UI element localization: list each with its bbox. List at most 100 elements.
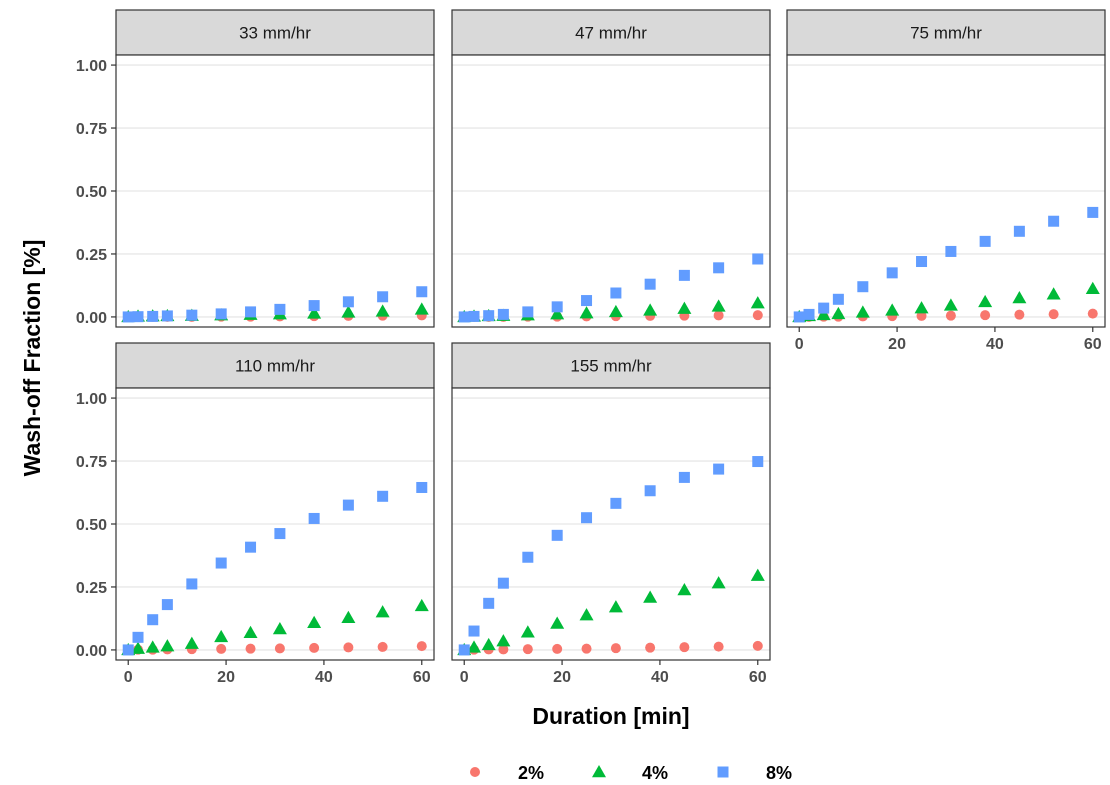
- facet-panel: 47 mm/hr: [451, 9, 771, 328]
- data-point: [1048, 215, 1060, 227]
- data-point: [184, 636, 199, 649]
- legend-label: 2%: [518, 763, 544, 783]
- x-tick-label: 20: [888, 336, 906, 353]
- data-point: [677, 301, 692, 314]
- data-point: [272, 622, 287, 635]
- data-point: [481, 637, 496, 651]
- data-point: [1012, 291, 1027, 304]
- data-point: [186, 578, 198, 590]
- data-point: [831, 306, 846, 320]
- legend-key: [470, 767, 480, 777]
- data-point: [711, 299, 726, 312]
- data-point: [678, 269, 690, 281]
- y-tick-label: 0.00: [76, 310, 107, 327]
- facet-strip: [451, 342, 771, 389]
- data-point: [274, 303, 286, 315]
- data-point: [416, 481, 428, 493]
- data-point: [122, 311, 134, 323]
- data-point: [307, 306, 322, 319]
- data-point: [308, 512, 320, 524]
- data-point: [550, 307, 565, 320]
- y-tick-label: 0.75: [76, 121, 107, 138]
- data-point: [677, 582, 692, 596]
- panel-border: [451, 387, 771, 661]
- data-point: [416, 641, 427, 652]
- y-tick-label: 0.25: [76, 580, 107, 597]
- data-point: [132, 631, 144, 643]
- facet-strip: [786, 9, 1106, 56]
- y-tick-label: 0.25: [76, 247, 107, 264]
- data-point: [644, 278, 656, 290]
- data-point: [980, 310, 991, 321]
- data-point: [458, 644, 470, 656]
- data-point: [886, 267, 898, 279]
- data-point: [1014, 309, 1025, 320]
- data-point: [581, 643, 592, 654]
- data-point: [750, 568, 765, 581]
- legend-item: 8%: [717, 763, 792, 783]
- data-point: [522, 551, 534, 563]
- data-point: [377, 490, 389, 502]
- data-point: [581, 512, 593, 524]
- data-point: [793, 311, 805, 323]
- data-point: [375, 304, 390, 317]
- data-point: [643, 590, 658, 603]
- data-point: [752, 310, 763, 321]
- data-point: [468, 310, 480, 322]
- data-point: [916, 310, 927, 321]
- data-point: [645, 642, 656, 653]
- data-point: [416, 286, 428, 298]
- facet-strip: [115, 9, 435, 56]
- y-tick-label: 1.00: [76, 58, 107, 75]
- data-point: [816, 307, 831, 321]
- data-point: [1085, 281, 1100, 294]
- data-point: [245, 643, 256, 654]
- x-tick-label: 40: [986, 336, 1004, 353]
- data-point: [458, 311, 470, 323]
- data-point: [147, 310, 159, 322]
- data-point: [916, 256, 928, 268]
- facet-panel: 33 mm/hr 0.00 0.25 0.50 0.75 1.00: [76, 9, 435, 328]
- data-point: [752, 456, 764, 468]
- data-point: [978, 294, 993, 308]
- x-tick-label: 60: [413, 669, 431, 686]
- data-point: [644, 485, 656, 497]
- y-tick-label: 0.00: [76, 643, 107, 660]
- data-point: [377, 641, 388, 652]
- data-point: [216, 643, 227, 654]
- data-point: [483, 597, 495, 609]
- data-point: [467, 640, 482, 653]
- data-point: [132, 311, 144, 323]
- data-point: [309, 642, 320, 653]
- data-point: [414, 598, 429, 612]
- data-point: [522, 644, 533, 655]
- data-point: [307, 615, 322, 628]
- data-point: [581, 295, 593, 307]
- data-point: [752, 253, 764, 265]
- data-point: [483, 310, 495, 322]
- data-point: [550, 616, 565, 629]
- facet-title: 75 mm/hr: [910, 24, 982, 43]
- data-point: [496, 634, 511, 647]
- data-point: [679, 642, 690, 653]
- x-tick-label: 20: [217, 669, 235, 686]
- legend-key: [717, 766, 729, 778]
- y-tick-label: 1.00: [76, 391, 107, 408]
- x-tick-label: 0: [460, 669, 469, 686]
- facet-title: 47 mm/hr: [575, 24, 647, 43]
- data-point: [245, 541, 257, 553]
- facet-panel: 75 mm/hr 0 20 40 60: [786, 9, 1106, 353]
- data-point: [608, 304, 623, 318]
- data-point: [713, 310, 724, 321]
- data-point: [243, 625, 258, 639]
- data-point: [342, 499, 354, 511]
- facet-panel: 110 mm/hr 0.00 0.25 0.50 0.75 1.00 0 20 40 60: [76, 342, 435, 686]
- legend-label: 4%: [642, 763, 668, 783]
- data-point: [552, 643, 563, 654]
- data-point: [832, 293, 844, 305]
- legend: 2% 4% 8%: [470, 763, 792, 783]
- data-point: [497, 577, 509, 589]
- data-point: [498, 644, 509, 655]
- data-point: [186, 309, 198, 321]
